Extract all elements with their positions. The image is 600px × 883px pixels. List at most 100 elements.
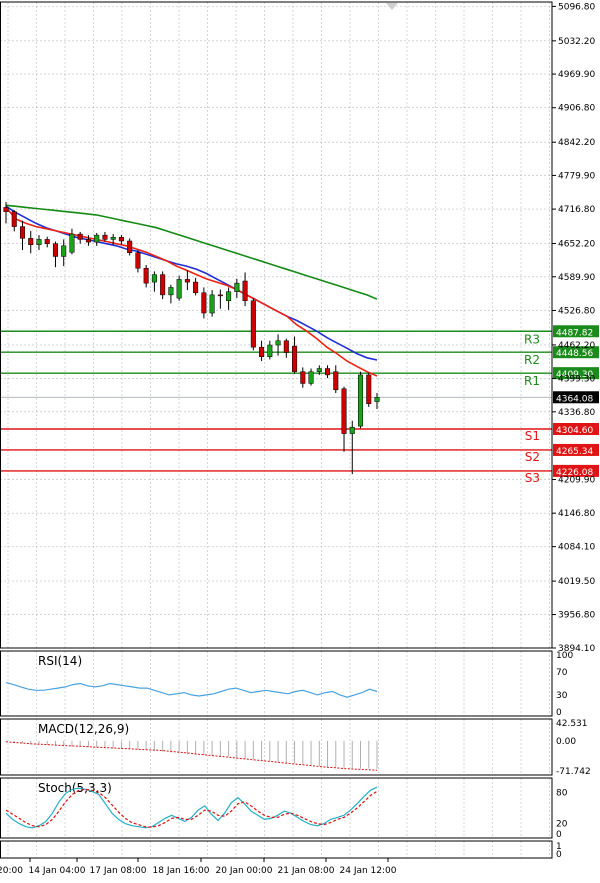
pane-frame — [0, 777, 553, 839]
rsi-scale-label: 0 — [556, 708, 562, 718]
level-price-text: 4448.56 — [556, 349, 593, 359]
price-tick-label: 4462.20 — [558, 341, 595, 351]
candle-body — [135, 252, 141, 269]
pivot-levels: R3 4487.82 R2 4448.56 R1 4409.30 S1 4304.60 S2 42… — [0, 325, 599, 485]
candle-body — [19, 226, 26, 239]
price-tick-label: 4652.20 — [558, 240, 595, 250]
ma-slow-line — [5, 204, 378, 300]
level-price-tag — [553, 443, 599, 456]
candle-body — [201, 292, 207, 314]
level-price-tag — [553, 346, 599, 359]
moving-averages — [5, 204, 378, 377]
candle-body — [316, 368, 322, 372]
candle-body — [184, 279, 190, 283]
candle-body — [94, 234, 100, 243]
pane-frame — [0, 840, 553, 859]
level-label-s2: S2 — [525, 450, 540, 464]
price-tick-label: 4842.20 — [558, 138, 595, 148]
candle-body — [3, 207, 9, 212]
candle-body — [52, 243, 58, 257]
time-tick-label: 20 Jan 00:00 — [216, 866, 273, 876]
candle-body — [118, 237, 124, 242]
candle-body — [357, 374, 364, 427]
price-axis: 5096.80 5032.20 4969.90 4906.80 4842.20 4779.… — [551, 2, 595, 654]
candle-body — [102, 234, 108, 240]
stoch-scale-label: 0 — [556, 830, 562, 840]
candle-body — [226, 291, 232, 302]
macd-signal-line — [5, 741, 378, 771]
candle-body — [250, 300, 256, 348]
last-pane-scale-label: 0 — [556, 850, 562, 860]
price-tick-label: 4969.90 — [558, 70, 595, 80]
candle-body — [325, 368, 331, 376]
candle-body — [217, 294, 223, 297]
indicator-label: RSI(14) — [38, 654, 82, 668]
scroll-marker-icon[interactable] — [386, 3, 398, 10]
macd-scale-label: 0.00 — [556, 737, 576, 747]
time-tick-label: 21 Jan 08:00 — [278, 866, 335, 876]
time-axis: 20:00 14 Jan 04:00 17 Jan 08:00 18 Jan 16:0… — [0, 858, 397, 876]
level-label-s1: S1 — [525, 429, 540, 443]
candle-body — [275, 340, 281, 346]
candle-body — [28, 238, 34, 245]
ma-mid-line — [5, 205, 378, 361]
price-tick-label: 4716.80 — [558, 205, 595, 215]
candle-body — [292, 345, 298, 372]
candle-body — [308, 371, 314, 384]
time-tick-label: 18 Jan 16:00 — [153, 866, 210, 876]
candle-body — [85, 239, 91, 243]
candle-body — [176, 279, 182, 299]
price-tick-label: 4209.90 — [558, 476, 595, 486]
candle-body — [110, 237, 116, 240]
candle-body — [143, 267, 149, 284]
level-price-tag — [553, 423, 599, 436]
level-price-text: 4409.30 — [556, 370, 593, 380]
candle-body — [61, 245, 67, 257]
level-price-tag — [553, 367, 599, 380]
candle-body — [160, 274, 166, 296]
stoch-scale-label: 20 — [556, 820, 568, 830]
price-tick-label: 4399.30 — [558, 374, 595, 384]
price-tick-label: 4146.80 — [558, 509, 595, 519]
pane-frame — [0, 650, 553, 717]
level-price-text: 4226.08 — [556, 468, 593, 478]
candle-body — [36, 239, 42, 245]
stoch-signal-line — [5, 788, 378, 828]
price-tick-label: 4906.80 — [558, 104, 595, 114]
level-price-tag — [553, 464, 599, 477]
candle-body — [44, 239, 50, 244]
price-tick-label: 4336.80 — [558, 408, 595, 418]
macd-scale-label: -71.742 — [556, 767, 591, 777]
candle-body — [242, 280, 248, 302]
candle-body — [234, 282, 240, 292]
candle-body — [168, 287, 174, 296]
candle-body — [69, 233, 75, 253]
level-label-r3: R3 — [524, 332, 540, 346]
rsi-scale-label: 70 — [556, 668, 568, 678]
candle-body — [259, 346, 265, 358]
candle-body — [209, 294, 215, 314]
candle-body — [193, 281, 199, 294]
candle-body — [300, 371, 306, 384]
price-tick-label: 5096.80 — [558, 2, 595, 12]
current-price-tag — [553, 391, 599, 404]
rsi-pane: RSI(14) 100 70 30 0 — [5, 651, 573, 718]
level-price-text: 4487.82 — [556, 328, 593, 338]
candle-body — [341, 388, 347, 434]
price-tick-label: 3894.10 — [558, 644, 595, 654]
candle-body — [374, 397, 380, 402]
price-tick-label: 3956.80 — [558, 611, 595, 621]
candle-body — [333, 371, 339, 391]
candles — [3, 202, 380, 475]
candle-body — [349, 426, 355, 434]
rsi-scale-label: 30 — [556, 691, 568, 701]
price-tick-label: 4526.80 — [558, 306, 595, 316]
price-tick-label: 4589.90 — [558, 273, 595, 283]
time-tick-label: 20:00 — [0, 866, 23, 876]
price-tick-label: 4779.90 — [558, 171, 595, 181]
macd-scale-label: 42.531 — [556, 719, 588, 729]
time-tick-label: 24 Jan 12:00 — [340, 866, 397, 876]
candle-body — [283, 340, 289, 353]
